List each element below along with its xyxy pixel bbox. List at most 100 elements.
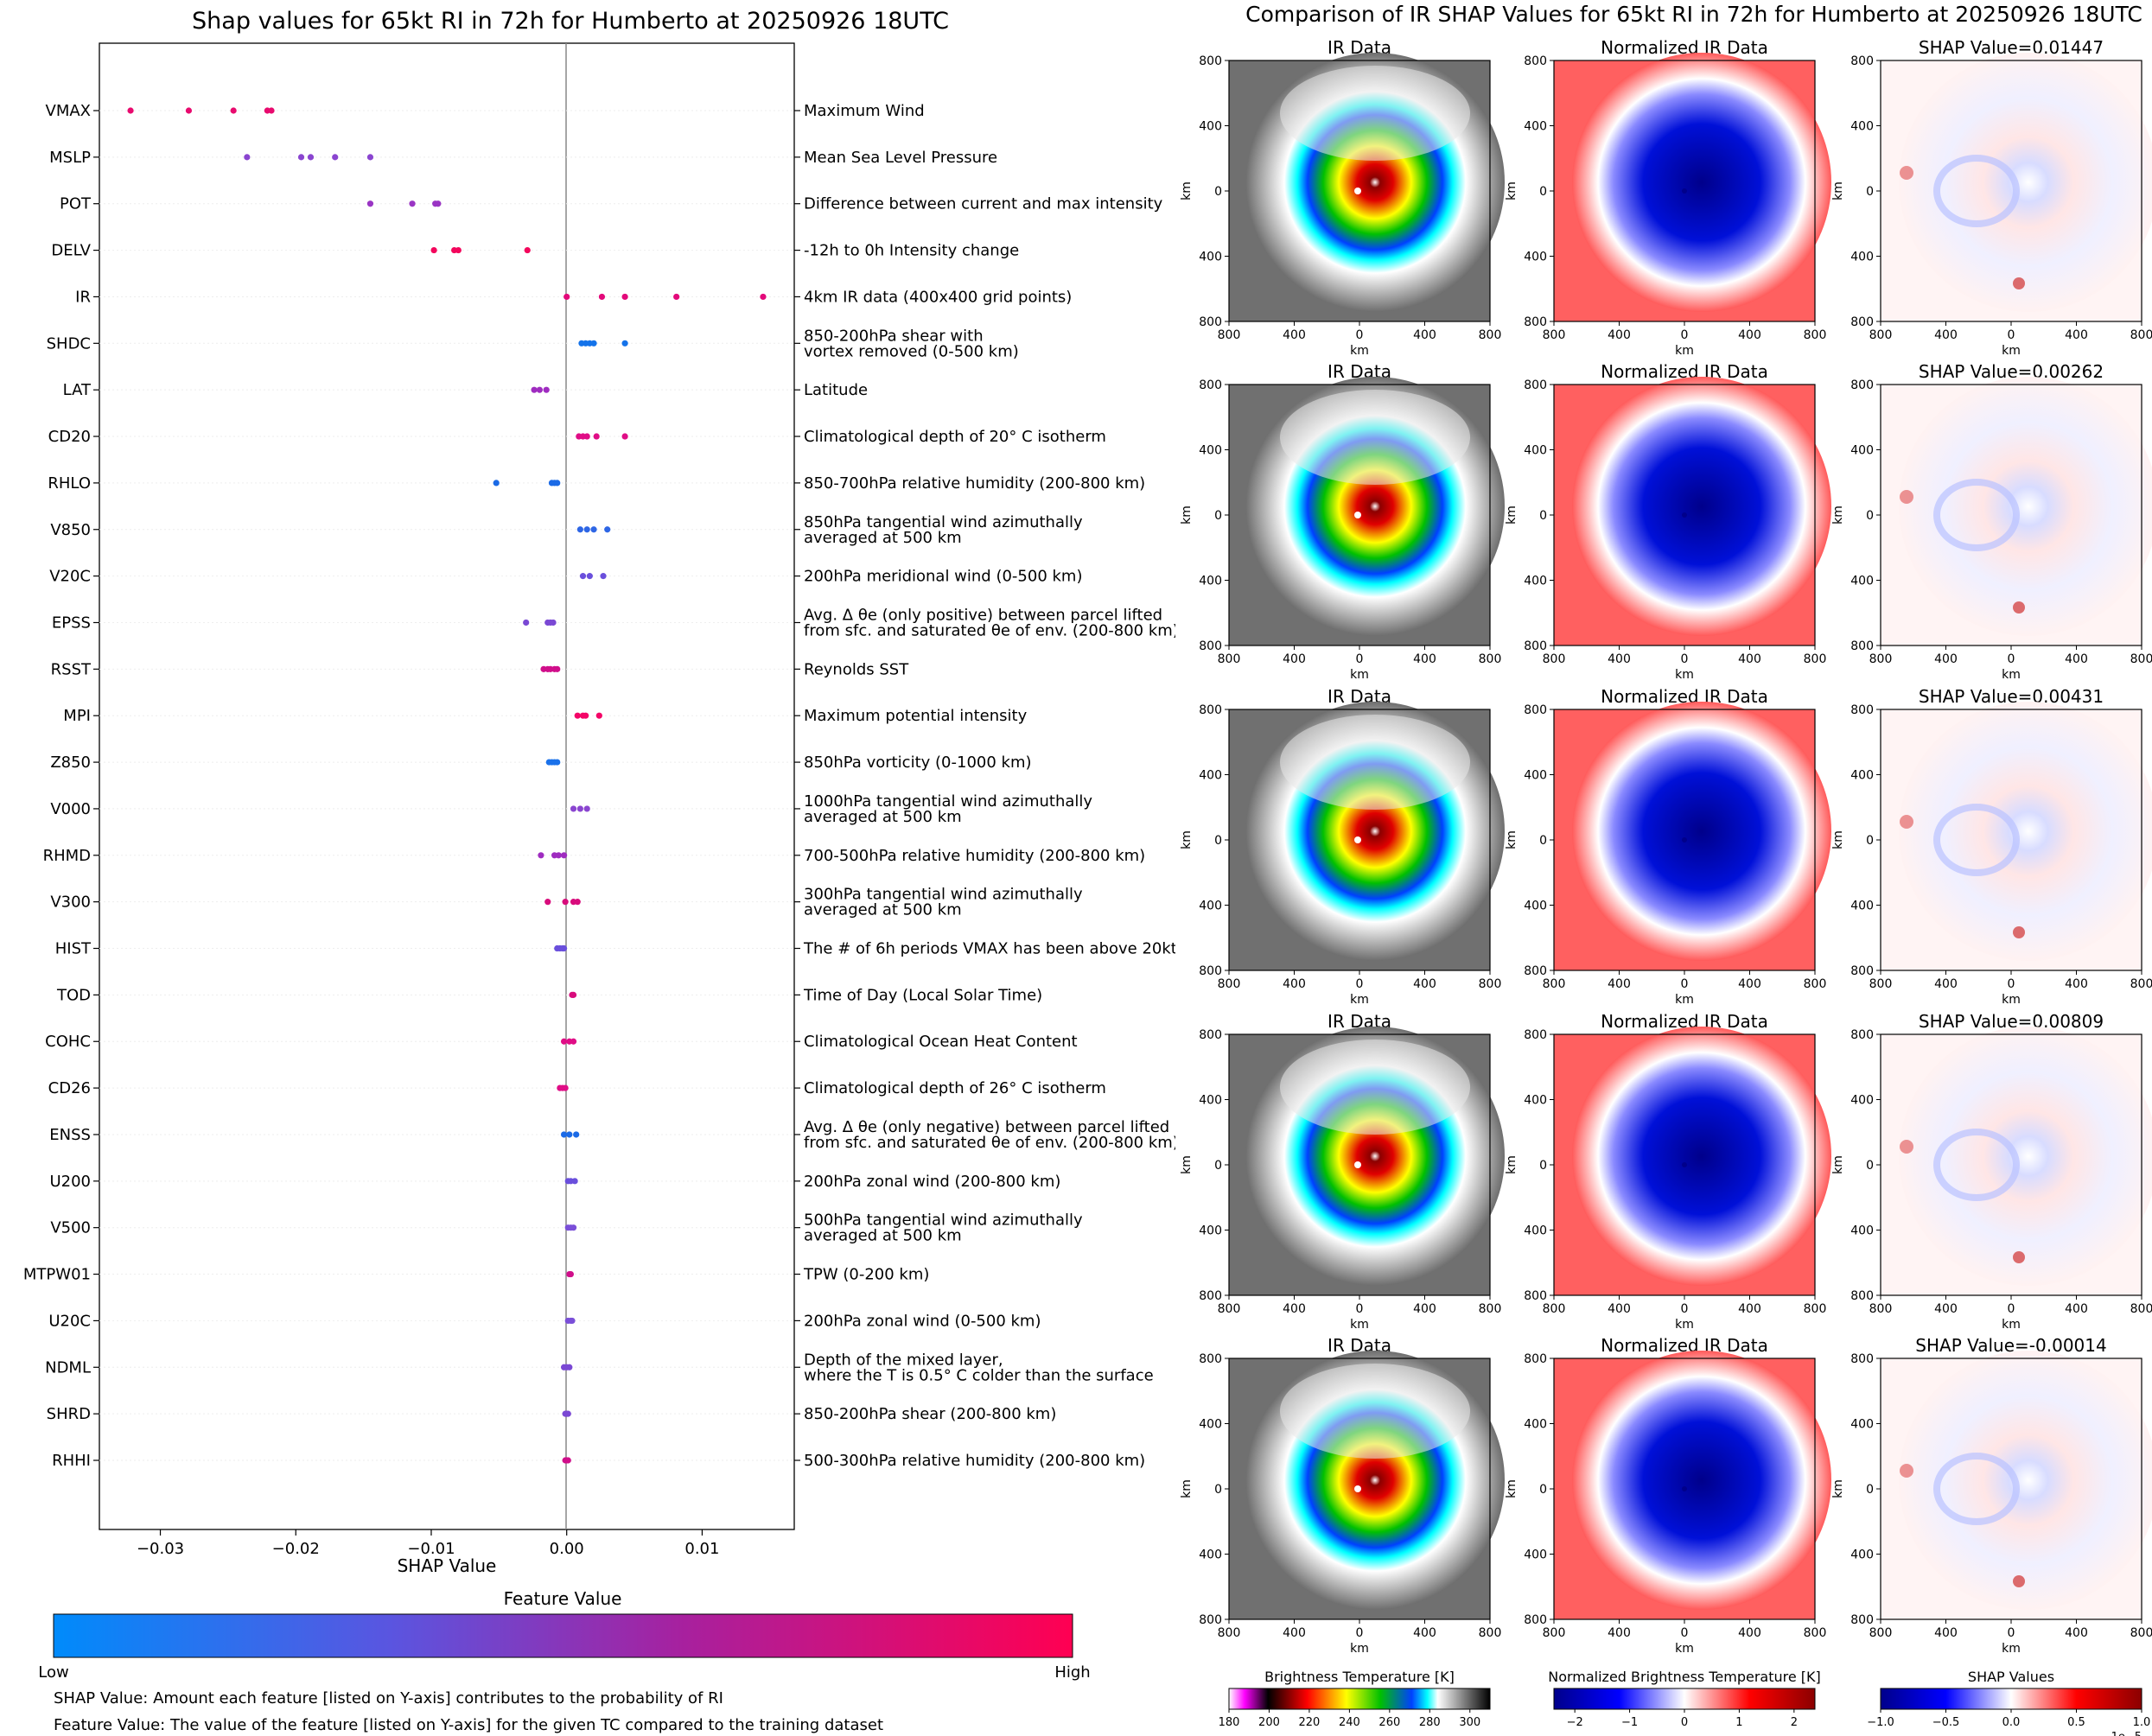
feature-code-shrd: SHRD <box>47 1405 91 1423</box>
y-tick-label: 400 <box>1850 251 1874 264</box>
y-tick-label: 400 <box>1524 1418 1547 1432</box>
feature-code-mslp: MSLP <box>49 149 91 167</box>
feature-desc-rhhi: 500-300hPa relative humidity (200-800 km… <box>804 1452 1145 1470</box>
x-tick-label: 0 <box>2008 328 2015 342</box>
shap-point-z850 <box>554 759 561 766</box>
y-tick-label: 800 <box>1850 54 1874 68</box>
summary-title: Shap values for 65kt RI in 72h for Humbe… <box>192 8 949 35</box>
x-tick-label: 800 <box>1543 1626 1566 1640</box>
y-axis-label: km <box>1831 830 1845 849</box>
feature-code-tod: TOD <box>56 986 91 1004</box>
shap-point-cohc <box>570 1038 577 1045</box>
normalized-ir-panel <box>1554 1351 1831 1619</box>
x-tick-label: 400 <box>2065 652 2088 666</box>
x-tick-label: 400 <box>1413 977 1436 991</box>
shap-point-ir <box>673 293 680 301</box>
y-tick-label: 800 <box>1850 1613 1874 1627</box>
feature-desc-tod: Time of Day (Local Solar Time) <box>803 986 1042 1004</box>
x-tick-label: 800 <box>1804 652 1827 666</box>
x-tick-label: 400 <box>1413 328 1436 342</box>
note-shap-value: SHAP Value: Amount each feature [listed … <box>54 1689 723 1707</box>
shap-point-ir <box>563 293 570 301</box>
colorbar-tick-label: −1.0 <box>1867 1716 1894 1729</box>
shap-values-colorbar-title: SHAP Values <box>1968 1669 2054 1685</box>
y-tick-label: 400 <box>1524 1224 1547 1238</box>
shap-point-v000 <box>576 805 583 812</box>
x-tick-label: −0.02 <box>272 1540 320 1558</box>
x-tick-label: 400 <box>1934 328 1958 342</box>
y-axis-label: km <box>1180 830 1194 849</box>
feature-desc-shdc: 850-200hPa shear with <box>804 327 984 345</box>
x-tick-label: 800 <box>1543 1302 1566 1316</box>
y-tick-label: 0 <box>1214 509 1222 523</box>
y-tick-label: 800 <box>1524 703 1547 717</box>
feature-desc-cd26: Climatological depth of 26° C isotherm <box>804 1079 1106 1097</box>
feature-code-u200: U200 <box>49 1173 91 1191</box>
feature-desc-v500: 500hPa tangential wind azimuthally <box>804 1211 1083 1230</box>
x-tick-label: 400 <box>1413 652 1436 666</box>
feature-desc-epss-line2: from sfc. and saturated θe of env. (200-… <box>804 621 1175 639</box>
y-axis-label: km <box>1831 181 1845 200</box>
y-tick-label: 400 <box>1524 444 1547 458</box>
x-tick-label: 800 <box>1218 1626 1241 1640</box>
y-axis-label: km <box>1505 830 1518 849</box>
y-tick-label: 400 <box>1850 1548 1874 1562</box>
feature-desc-v20c: 200hPa meridional wind (0-500 km) <box>804 568 1082 586</box>
y-tick-label: 0 <box>1214 1483 1222 1497</box>
shap-point-ndml <box>566 1364 573 1370</box>
normalized-ir-panel <box>1554 1027 1831 1295</box>
feature-desc-v000-line2: averaged at 500 km <box>804 808 962 826</box>
shap-point-cd20 <box>593 433 600 440</box>
x-tick-label: 800 <box>2130 1302 2152 1316</box>
x-tick-label: 800 <box>1218 1302 1241 1316</box>
x-tick-label: 400 <box>1738 1626 1761 1640</box>
y-tick-label: 800 <box>1524 378 1547 392</box>
feature-desc-enss: Avg. Δ θe (only negative) between parcel… <box>804 1118 1169 1136</box>
x-tick-label: −0.03 <box>137 1540 184 1558</box>
x-tick-label: 400 <box>1608 328 1631 342</box>
x-tick-label: 400 <box>2065 977 2088 991</box>
x-tick-label: 400 <box>1283 977 1306 991</box>
x-tick-label: 800 <box>1869 1302 1893 1316</box>
shap-point-mslp <box>244 154 251 161</box>
shap-map-panel <box>1881 377 2152 645</box>
y-tick-label: 400 <box>1850 900 1874 913</box>
feature-code-rhhi: RHHI <box>52 1452 91 1470</box>
shap-point-ir <box>621 293 628 301</box>
colorbar-tick-label: 0 <box>1681 1716 1688 1729</box>
feature-desc-v300-line2: averaged at 500 km <box>804 901 962 919</box>
feature-desc-u200: 200hPa zonal wind (200-800 km) <box>804 1173 1060 1191</box>
x-axis-label: km <box>1350 1642 1369 1656</box>
y-axis-label: km <box>1505 1155 1518 1174</box>
shap-point-enss <box>566 1131 573 1138</box>
shap-point-delv <box>455 246 462 254</box>
x-tick-label: 800 <box>1869 1626 1893 1640</box>
shap-map-panel <box>1881 1027 2152 1295</box>
feature-desc-enss-line2: from sfc. and saturated θe of env. (200-… <box>804 1134 1175 1152</box>
shap-point-enss <box>573 1131 580 1138</box>
feature-code-mpi: MPI <box>63 707 91 725</box>
x-axis-label: km <box>2002 1318 2021 1332</box>
y-tick-label: 800 <box>1850 1289 1874 1303</box>
x-tick-label: 0.01 <box>684 1540 719 1558</box>
x-tick-label: 400 <box>1738 977 1761 991</box>
x-tick-label: 800 <box>1543 977 1566 991</box>
feature-code-v850: V850 <box>50 521 91 539</box>
shap-point-mslp <box>366 154 374 161</box>
shap-point-enss <box>560 1131 568 1138</box>
y-axis-label: km <box>1180 181 1194 200</box>
y-axis-label: km <box>1831 506 1845 525</box>
y-tick-label: 400 <box>1199 1094 1222 1108</box>
x-tick-label: 800 <box>1869 977 1893 991</box>
ir-data-panel <box>1229 702 1505 970</box>
ir-data-panel <box>1229 377 1505 645</box>
shap-point-vmax <box>268 107 275 114</box>
shap-point-v300 <box>544 899 551 906</box>
y-tick-label: 800 <box>1199 54 1222 68</box>
feature-code-v000: V000 <box>50 800 91 818</box>
shap-point-v850 <box>576 526 583 533</box>
feature-desc-cohc: Climatological Ocean Heat Content <box>804 1033 1078 1051</box>
feature-desc-lat: Latitude <box>804 381 868 399</box>
y-tick-label: 800 <box>1524 1613 1547 1627</box>
x-tick-label: 0 <box>2008 977 2015 991</box>
